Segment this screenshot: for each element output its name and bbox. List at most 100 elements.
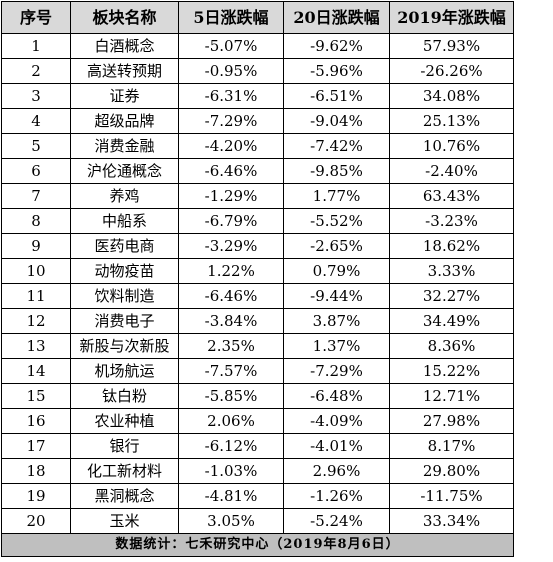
cell-20day-change: 3.87%	[283, 308, 390, 334]
cell-20day-change: -7.42%	[283, 133, 390, 159]
cell-2019-change: 8.36%	[389, 333, 514, 359]
table-row: 6 沪伦通概念 -6.46% -9.85% -2.40%	[1, 158, 514, 184]
table-row: 3 证券 -6.31% -6.51% 34.08%	[1, 83, 514, 109]
cell-sector-name: 白酒概念	[70, 33, 179, 59]
table-body: 1 白酒概念 -5.07% -9.62% 57.93% 2 高送转预期 -0.95% -5.96…	[1, 33, 514, 534]
cell-2019-change: 34.08%	[389, 83, 514, 109]
cell-5day-change: -7.29%	[178, 108, 284, 134]
cell-sector-name: 黑洞概念	[70, 483, 179, 509]
cell-20day-change: -9.04%	[283, 108, 390, 134]
cell-sector-name: 玉米	[70, 508, 179, 534]
cell-2019-change: 10.76%	[389, 133, 514, 159]
table-row: 10 动物疫苗 1.22% 0.79% 3.33%	[1, 258, 514, 284]
cell-index: 13	[1, 333, 71, 359]
cell-index: 18	[1, 458, 71, 484]
cell-20day-change: -9.62%	[283, 33, 390, 59]
cell-20day-change: -4.01%	[283, 433, 390, 459]
cell-5day-change: -4.81%	[178, 483, 284, 509]
cell-index: 7	[1, 183, 71, 209]
cell-2019-change: 57.93%	[389, 33, 514, 59]
cell-5day-change: -6.79%	[178, 208, 284, 234]
cell-index: 12	[1, 308, 71, 334]
cell-5day-change: -4.20%	[178, 133, 284, 159]
cell-sector-name: 农业种植	[70, 408, 179, 434]
cell-20day-change: -5.96%	[283, 58, 390, 84]
cell-sector-name: 沪伦通概念	[70, 158, 179, 184]
cell-5day-change: -6.12%	[178, 433, 284, 459]
cell-2019-change: 3.33%	[389, 258, 514, 284]
table-row: 1 白酒概念 -5.07% -9.62% 57.93%	[1, 33, 514, 59]
cell-sector-name: 养鸡	[70, 183, 179, 209]
cell-index: 10	[1, 258, 71, 284]
cell-2019-change: 27.98%	[389, 408, 514, 434]
cell-5day-change: -5.07%	[178, 33, 284, 59]
cell-20day-change: -9.44%	[283, 283, 390, 309]
cell-sector-name: 证券	[70, 83, 179, 109]
cell-sector-name: 动物疫苗	[70, 258, 179, 284]
header-5day-change: 5日涨跌幅	[178, 1, 284, 34]
cell-2019-change: 25.13%	[389, 108, 514, 134]
cell-index: 2	[1, 58, 71, 84]
cell-2019-change: 12.71%	[389, 383, 514, 409]
cell-5day-change: 2.06%	[178, 408, 284, 434]
cell-2019-change: 34.49%	[389, 308, 514, 334]
cell-index: 6	[1, 158, 71, 184]
table-row: 2 高送转预期 -0.95% -5.96% -26.26%	[1, 58, 514, 84]
cell-20day-change: 1.77%	[283, 183, 390, 209]
cell-2019-change: -2.40%	[389, 158, 514, 184]
cell-5day-change: -5.85%	[178, 383, 284, 409]
header-20day-change: 20日涨跌幅	[283, 1, 390, 34]
cell-sector-name: 消费金融	[70, 133, 179, 159]
cell-20day-change: -2.65%	[283, 233, 390, 259]
cell-5day-change: -6.46%	[178, 158, 284, 184]
cell-sector-name: 饮料制造	[70, 283, 179, 309]
table-row: 4 超级品牌 -7.29% -9.04% 25.13%	[1, 108, 514, 134]
cell-2019-change: 8.17%	[389, 433, 514, 459]
cell-20day-change: 2.96%	[283, 458, 390, 484]
header-row: 序号 板块名称 5日涨跌幅 20日涨跌幅 2019年涨跌幅	[1, 1, 514, 34]
cell-index: 19	[1, 483, 71, 509]
cell-sector-name: 超级品牌	[70, 108, 179, 134]
header-sector-name: 板块名称	[70, 1, 179, 34]
cell-5day-change: -0.95%	[178, 58, 284, 84]
cell-5day-change: -7.57%	[178, 358, 284, 384]
table-row: 20 玉米 3.05% -5.24% 33.34%	[1, 508, 514, 534]
cell-index: 16	[1, 408, 71, 434]
header-2019-change: 2019年涨跌幅	[389, 1, 514, 34]
table-row: 11 饮料制造 -6.46% -9.44% 32.27%	[1, 283, 514, 309]
table-row: 12 消费电子 -3.84% 3.87% 34.49%	[1, 308, 514, 334]
cell-index: 15	[1, 383, 71, 409]
table-row: 16 农业种植 2.06% -4.09% 27.98%	[1, 408, 514, 434]
table-row: 14 机场航运 -7.57% -7.29% 15.22%	[1, 358, 514, 384]
cell-20day-change: -6.51%	[283, 83, 390, 109]
cell-20day-change: -5.24%	[283, 508, 390, 534]
cell-sector-name: 新股与次新股	[70, 333, 179, 359]
cell-5day-change: -3.29%	[178, 233, 284, 259]
cell-5day-change: -3.84%	[178, 308, 284, 334]
cell-20day-change: -9.85%	[283, 158, 390, 184]
source-note: 数据统计：七禾研究中心（2019年8月6日）	[1, 533, 514, 557]
cell-2019-change: 33.34%	[389, 508, 514, 534]
cell-5day-change: -6.31%	[178, 83, 284, 109]
cell-index: 1	[1, 33, 71, 59]
cell-2019-change: 63.43%	[389, 183, 514, 209]
cell-5day-change: 2.35%	[178, 333, 284, 359]
table-row: 8 中船系 -6.79% -5.52% -3.23%	[1, 208, 514, 234]
cell-index: 4	[1, 108, 71, 134]
table-row: 15 钛白粉 -5.85% -6.48% 12.71%	[1, 383, 514, 409]
table-row: 7 养鸡 -1.29% 1.77% 63.43%	[1, 183, 514, 209]
cell-5day-change: -6.46%	[178, 283, 284, 309]
cell-index: 3	[1, 83, 71, 109]
table-row: 18 化工新材料 -1.03% 2.96% 29.80%	[1, 458, 514, 484]
cell-index: 11	[1, 283, 71, 309]
table-row: 9 医药电商 -3.29% -2.65% 18.62%	[1, 233, 514, 259]
cell-sector-name: 机场航运	[70, 358, 179, 384]
cell-20day-change: -1.26%	[283, 483, 390, 509]
cell-20day-change: 0.79%	[283, 258, 390, 284]
table-row: 5 消费金融 -4.20% -7.42% 10.76%	[1, 133, 514, 159]
cell-index: 17	[1, 433, 71, 459]
cell-2019-change: -26.26%	[389, 58, 514, 84]
cell-sector-name: 银行	[70, 433, 179, 459]
cell-2019-change: -11.75%	[389, 483, 514, 509]
cell-20day-change: -7.29%	[283, 358, 390, 384]
